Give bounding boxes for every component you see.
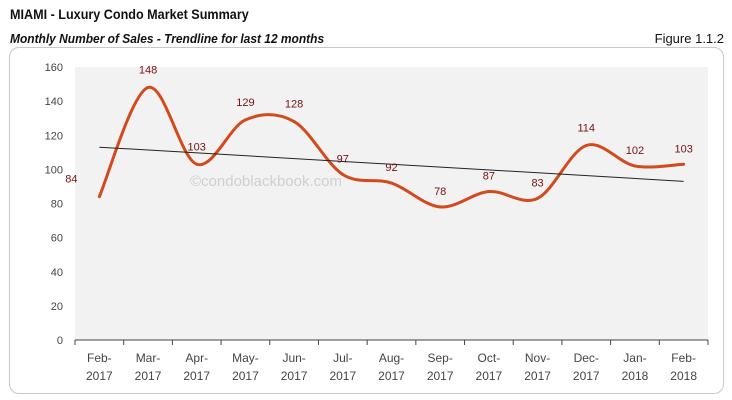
data-label: 84 (65, 174, 77, 186)
x-tick-label: 2017 (86, 369, 113, 383)
x-tick-label: 2018 (670, 369, 697, 383)
x-tick-label: 2017 (183, 369, 210, 383)
data-label: 83 (531, 177, 543, 189)
plot-area (75, 67, 708, 340)
x-tick-label: Jun- (282, 351, 305, 365)
data-point (243, 118, 247, 122)
x-tick-label: 2018 (622, 369, 649, 383)
data-point (584, 143, 588, 147)
x-tick-label: Oct- (478, 351, 501, 365)
x-tick-label: Jan- (623, 351, 646, 365)
data-point (390, 181, 393, 185)
data-label: 128 (285, 99, 303, 111)
x-tick-label: Feb- (87, 351, 112, 365)
x-tick-label: 2017 (232, 369, 259, 383)
data-label: 78 (434, 186, 446, 198)
data-label: 102 (626, 145, 644, 157)
data-point (97, 195, 101, 199)
data-point (487, 190, 491, 194)
x-tick-label: May- (232, 351, 259, 365)
x-tick-label: 2017 (427, 369, 454, 383)
x-tick-label: 2017 (281, 369, 308, 383)
x-tick-label: Aug- (379, 351, 404, 365)
x-tick-label: Dec- (574, 351, 599, 365)
y-tick-label: 120 (45, 130, 63, 142)
y-tick-label: 140 (45, 96, 63, 108)
data-point (195, 162, 199, 166)
y-tick-label: 20 (51, 301, 63, 313)
data-point (536, 196, 540, 200)
data-label: 92 (385, 162, 397, 174)
data-point (292, 120, 296, 124)
x-tick-label: 2017 (573, 369, 600, 383)
x-tick-label: Sep- (428, 351, 453, 365)
x-tick-label: Apr- (185, 351, 208, 365)
y-tick-label: 100 (45, 164, 63, 176)
x-tick-label: 2017 (476, 369, 503, 383)
chart-frame (9, 47, 724, 394)
x-tick-label: 2017 (378, 369, 405, 383)
data-label: 87 (483, 171, 495, 183)
data-point (341, 172, 345, 176)
y-tick-label: 40 (51, 267, 63, 279)
data-label: 114 (577, 122, 595, 134)
x-tick-label: 2017 (524, 369, 551, 383)
x-tick-label: Nov- (525, 351, 550, 365)
x-tick-label: Feb- (671, 351, 696, 365)
data-point (146, 85, 150, 89)
data-label: 97 (337, 153, 349, 165)
data-label: 103 (674, 143, 692, 155)
chart-subtitle: Monthly Number of Sales - Trendline for … (10, 31, 325, 46)
x-tick-label: Mar- (136, 351, 161, 365)
data-label: 129 (236, 97, 254, 109)
x-tick-label: 2017 (135, 369, 162, 383)
data-point (438, 205, 442, 209)
trendline (99, 146, 684, 182)
y-tick-label: 0 (57, 335, 63, 347)
series-line (97, 85, 684, 209)
data-label: 103 (188, 141, 206, 153)
data-point (682, 162, 686, 166)
watermark: ©condoblackbook.com (190, 173, 342, 190)
data-point (633, 164, 637, 168)
x-tick-label: 2017 (329, 369, 356, 383)
figure-number: Figure 1.1.2 (654, 31, 724, 46)
y-tick-label: 60 (51, 233, 63, 245)
y-tick-label: 80 (51, 199, 63, 211)
page-title: MIAMI - Luxury Condo Market Summary (10, 6, 249, 22)
x-tick-label: Jul- (333, 351, 352, 365)
y-tick-label: 160 (45, 62, 63, 74)
data-label: 148 (139, 64, 157, 76)
